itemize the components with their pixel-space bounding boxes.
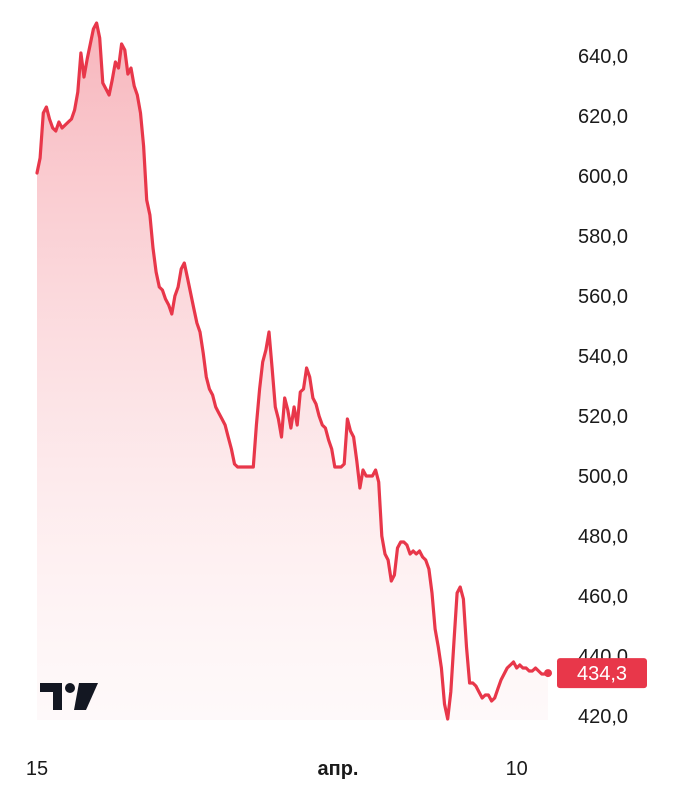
- y-tick-label: 480,0: [578, 526, 628, 548]
- y-tick-label: 500,0: [578, 466, 628, 488]
- area-fill-layer: [37, 23, 548, 720]
- series-line-layer: [35, 21, 550, 721]
- y-tick-label: 580,0: [578, 226, 628, 248]
- y-axis: 640,0 620,0 600,0 580,0 560,0 540,0 520,0 500,0…: [578, 46, 628, 728]
- y-tick-label: 520,0: [578, 406, 628, 428]
- x-tick-label: 10: [506, 758, 528, 780]
- y-tick-label: 560,0: [578, 286, 628, 308]
- last-price-badge: 434,3: [544, 658, 647, 689]
- x-tick-label: апр.: [318, 758, 359, 780]
- y-tick-label: 420,0: [578, 706, 628, 728]
- y-tick-label: 600,0: [578, 166, 628, 188]
- last-price-label: 434,3: [577, 663, 627, 685]
- area-fill: [37, 23, 548, 720]
- last-price-badge-bg: [557, 658, 647, 689]
- y-tick-label: 620,0: [578, 106, 628, 128]
- y-tick-label: 540,0: [578, 346, 628, 368]
- x-axis: 15 апр. 10: [26, 758, 528, 780]
- y-tick-label: 640,0: [578, 46, 628, 68]
- series-line: [35, 21, 550, 721]
- x-tick-label: 15: [26, 758, 48, 780]
- y-tick-label: 460,0: [578, 586, 628, 608]
- last-point-marker: [544, 669, 552, 678]
- tradingview-logo: [40, 683, 98, 710]
